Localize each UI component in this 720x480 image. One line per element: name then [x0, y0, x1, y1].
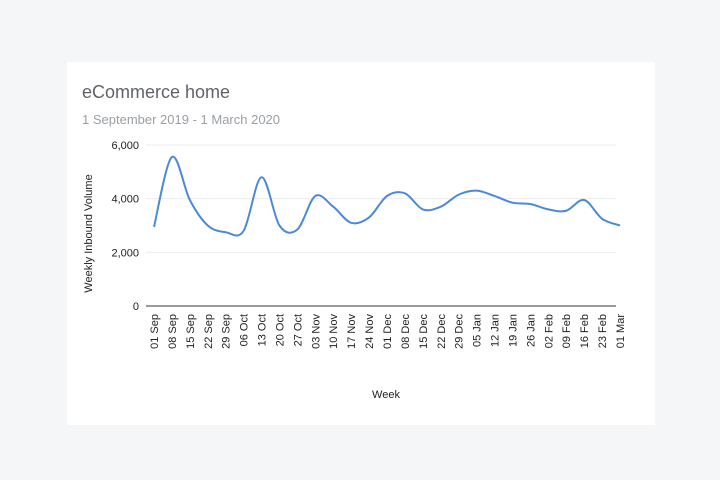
x-tick-label: 15 Sep: [185, 314, 197, 349]
data-point[interactable]: [582, 198, 586, 202]
x-axis-label: Week: [372, 389, 400, 401]
data-point[interactable]: [546, 207, 550, 211]
x-tick-label: 22 Sep: [203, 314, 215, 349]
y-tick-label: 2,000: [111, 247, 139, 259]
x-tick-label: 24 Nov: [364, 314, 376, 349]
y-tick-label: 0: [133, 301, 139, 313]
data-point[interactable]: [206, 224, 210, 228]
data-point[interactable]: [564, 209, 568, 213]
data-point[interactable]: [277, 224, 281, 228]
x-tick-label: 12 Jan: [490, 314, 502, 347]
x-tick-label: 20 Oct: [274, 314, 286, 346]
data-point[interactable]: [528, 202, 532, 206]
x-tick-label: 16 Feb: [579, 314, 591, 348]
data-point[interactable]: [313, 194, 317, 198]
x-tick-label: 08 Sep: [167, 314, 179, 349]
data-point[interactable]: [421, 207, 425, 211]
data-point[interactable]: [493, 194, 497, 198]
series-line: [153, 156, 621, 237]
x-tick-label: 03 Nov: [310, 314, 322, 349]
x-tick-label: 02 Feb: [543, 314, 555, 348]
x-tick-label: 27 Oct: [292, 314, 304, 346]
data-point[interactable]: [439, 205, 443, 209]
data-point[interactable]: [385, 194, 389, 198]
x-tick-label: 19 Jan: [507, 314, 519, 347]
data-point[interactable]: [170, 155, 174, 159]
chart-title: eCommerce home: [82, 82, 231, 102]
x-tick-label: 22 Dec: [436, 314, 448, 349]
data-point[interactable]: [403, 191, 407, 195]
x-tick-label: 15 Dec: [418, 314, 430, 349]
y-axis-label: Weekly Inbound Volume: [83, 174, 95, 292]
x-tick-label: 01 Mar: [615, 314, 627, 349]
data-point[interactable]: [600, 217, 604, 221]
x-tick-label: 06 Oct: [239, 314, 251, 346]
x-tick-label: 09 Feb: [561, 314, 573, 348]
x-tick-label: 01 Dec: [382, 314, 394, 349]
data-point[interactable]: [295, 228, 299, 232]
data-point[interactable]: [152, 225, 156, 229]
x-tick-label: 29 Sep: [221, 314, 233, 349]
x-tick-label: 26 Jan: [525, 314, 537, 347]
chart-card: eCommerce home 1 September 2019 - 1 Marc…: [67, 62, 655, 425]
chart-subtitle: 1 September 2019 - 1 March 2020: [82, 112, 281, 127]
x-tick-label: 08 Dec: [400, 314, 412, 349]
x-tick-label: 23 Feb: [597, 314, 609, 348]
data-point[interactable]: [331, 205, 335, 209]
x-tick-label: 10 Nov: [328, 314, 340, 349]
y-tick-label: 4,000: [111, 194, 139, 206]
data-point[interactable]: [349, 221, 353, 225]
x-tick-label: 13 Oct: [257, 314, 269, 346]
x-tick-label: 05 Jan: [472, 314, 484, 347]
x-tick-label: 01 Sep: [149, 314, 161, 349]
data-point[interactable]: [475, 189, 479, 193]
data-point[interactable]: [618, 224, 622, 228]
data-point[interactable]: [260, 175, 264, 179]
y-tick-label: 6,000: [111, 140, 139, 152]
data-point[interactable]: [224, 230, 228, 234]
data-point[interactable]: [242, 229, 246, 233]
x-tick-label: 29 Dec: [454, 314, 466, 349]
data-point[interactable]: [510, 201, 514, 205]
line-chart: 0 2,000 4,000 6,000 01 Sep 08 Sep 15 Sep 22 Se…: [83, 140, 627, 401]
data-point[interactable]: [457, 193, 461, 197]
data-point[interactable]: [188, 198, 192, 202]
data-point[interactable]: [367, 215, 371, 219]
x-tick-label: 17 Nov: [346, 314, 358, 349]
